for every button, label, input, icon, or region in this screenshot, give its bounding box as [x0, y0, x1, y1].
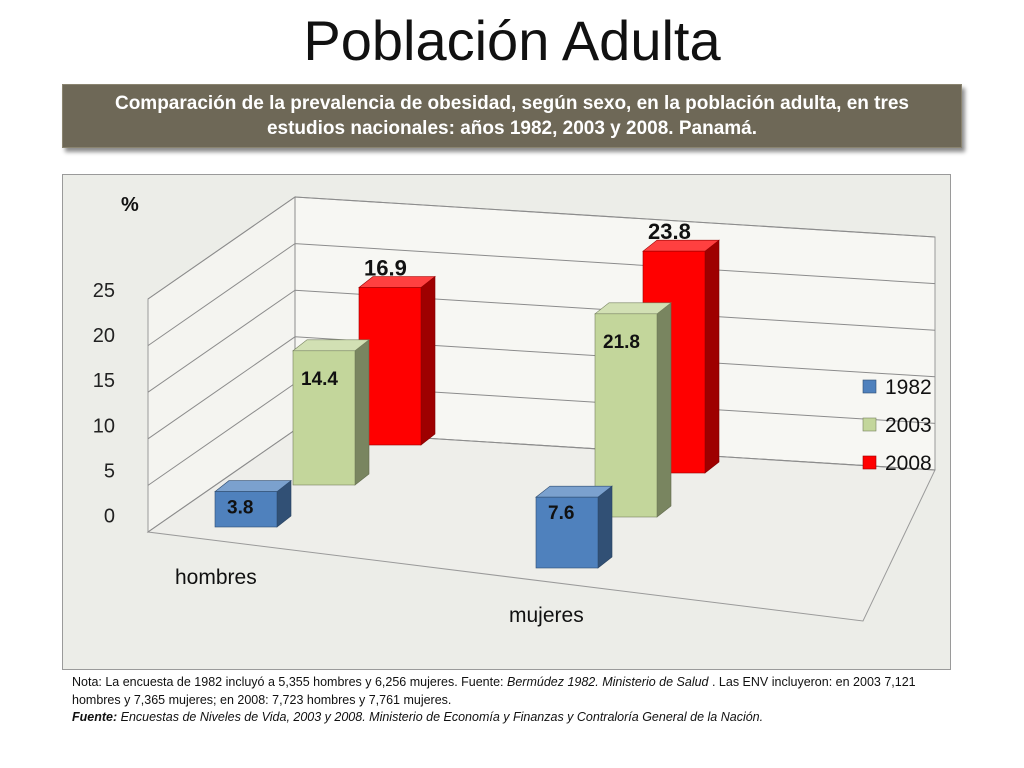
bar-front	[594, 313, 658, 518]
footnote: Nota: La encuesta de 1982 incluyó a 5,35…	[72, 674, 952, 727]
legend-swatch	[862, 417, 877, 432]
bar-front	[214, 491, 278, 528]
note-source: Bermúdez 1982. Ministerio de Salud	[507, 675, 709, 689]
bar-side	[354, 339, 370, 486]
obesity-3d-bar-chart: 0 5 10 15 20 25% 16.9 14.4 3.8 23.8 21.8 7.6 hombres…	[93, 194, 936, 627]
bar-front	[292, 350, 356, 486]
source-label: Fuente:	[72, 710, 118, 724]
data-label: 23.8	[648, 219, 691, 244]
y-tick-label: 20	[93, 325, 115, 347]
y-tick-label: 0	[104, 506, 115, 528]
bar-side	[420, 275, 436, 446]
category-label: hombres	[175, 566, 257, 589]
source-text: Encuestas de Niveles de Vida, 2003 y 200…	[117, 710, 764, 724]
data-label: 21.8	[603, 332, 640, 353]
subtitle-box: Comparación de la prevalencia de obesida…	[62, 84, 962, 148]
data-label: 14.4	[301, 369, 338, 390]
legend-swatch	[862, 455, 877, 470]
bar-front	[535, 496, 599, 569]
y-tick-label: 25	[93, 280, 115, 302]
bar-side	[656, 302, 672, 518]
slide-title: Población Adulta	[303, 9, 721, 72]
chart-frame: 0 5 10 15 20 25% 16.9 14.4 3.8 23.8 21.8 7.6 hombres…	[62, 174, 951, 670]
y-tick-label: 5	[104, 460, 115, 482]
legend-swatch	[862, 379, 877, 394]
legend-label: 1982	[885, 376, 932, 399]
legend-label: 2008	[885, 452, 932, 475]
note-suffix: . Las ENV incluyeron: en 2003 7,121 homb…	[72, 675, 916, 707]
y-tick-label: 15	[93, 370, 115, 392]
note-prefix: Nota: La encuesta de 1982 incluyó a 5,35…	[72, 675, 507, 689]
legend: 1982 2003 2008	[862, 376, 932, 475]
bar-side	[597, 485, 613, 569]
bar-hombres-2008: 16.9	[358, 255, 436, 446]
bar-hombres-2003: 14.4	[292, 339, 370, 486]
y-axis-label: %	[121, 194, 139, 216]
bar-mujeres-2003: 21.8	[594, 302, 672, 518]
bars: 16.9 14.4 3.8 23.8 21.8 7.6	[214, 219, 720, 569]
y-tick-label: 10	[93, 415, 115, 437]
data-label: 16.9	[364, 255, 407, 280]
subtitle-text: Comparación de la prevalencia de obesida…	[114, 93, 909, 139]
legend-label: 2003	[885, 414, 932, 437]
bar-mujeres-1982: 7.6	[535, 485, 613, 569]
data-label: 3.8	[227, 498, 253, 519]
category-label: mujeres	[509, 604, 584, 627]
bar-hombres-1982: 3.8	[214, 479, 292, 528]
data-label: 7.6	[548, 503, 574, 524]
bar-side	[704, 239, 720, 474]
